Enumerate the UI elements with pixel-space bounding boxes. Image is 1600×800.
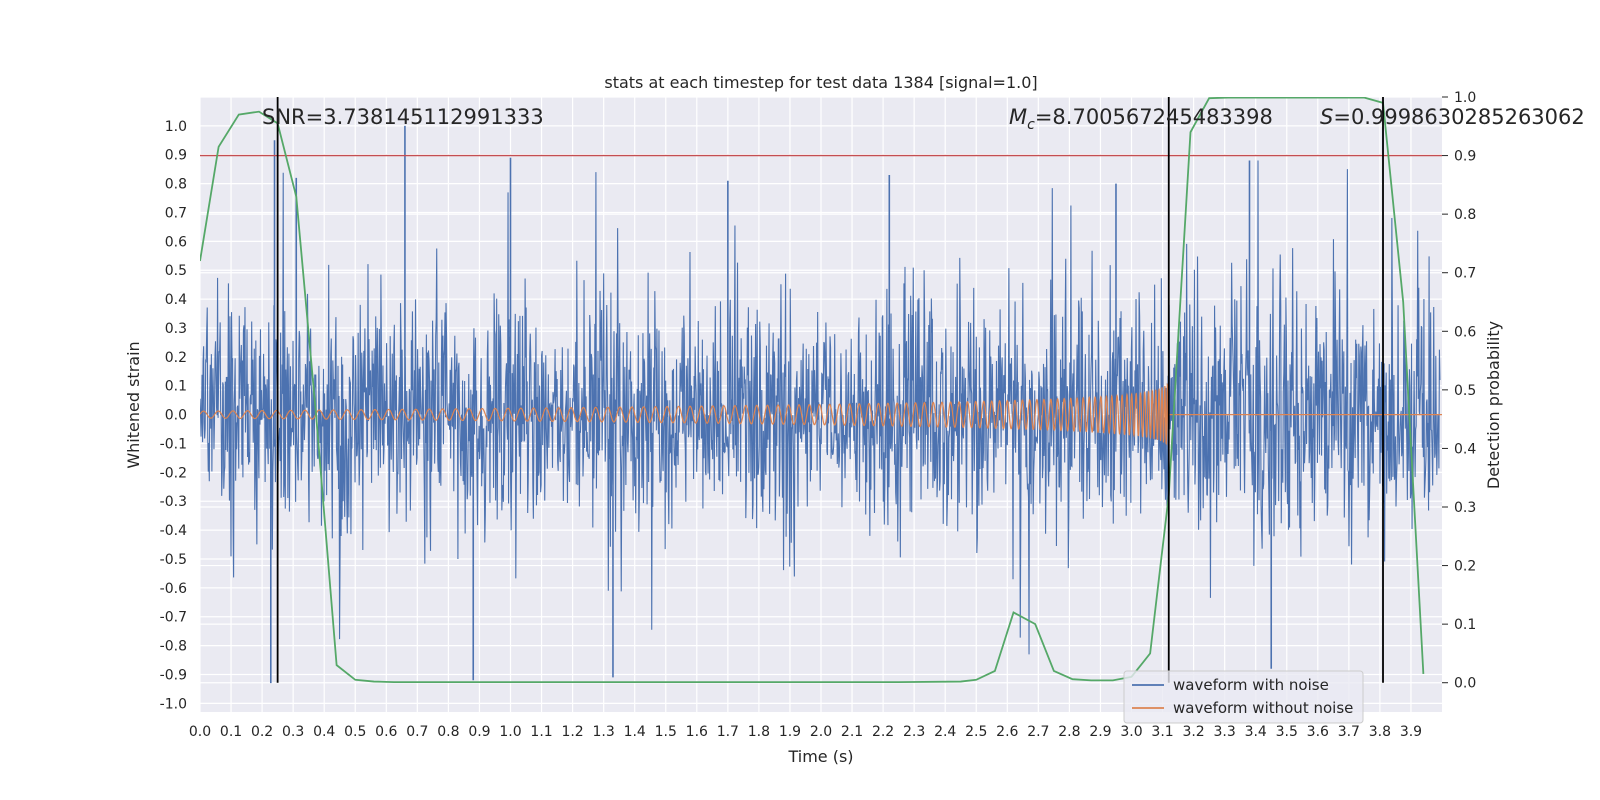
y-axis-label: Whitened strain xyxy=(124,341,143,468)
y2-tick-label: 0.3 xyxy=(1454,500,1476,516)
x-tick-label: 3.9 xyxy=(1400,724,1422,740)
x-tick-label: 1.1 xyxy=(530,724,552,740)
x-tick-label: 2.9 xyxy=(1089,724,1111,740)
x-tick-label: 0.0 xyxy=(189,724,211,740)
x-tick-label: 0.7 xyxy=(406,724,428,740)
x-tick-label: 3.0 xyxy=(1120,724,1142,740)
x-tick-label: 2.8 xyxy=(1058,724,1080,740)
x-tick-label: 1.8 xyxy=(748,724,770,740)
y-tick-label: -0.4 xyxy=(160,523,187,539)
y-tick-label: -0.8 xyxy=(160,639,187,655)
plot-area xyxy=(200,97,1442,684)
x-tick-label: 0.8 xyxy=(437,724,459,740)
x-tick-label: 0.1 xyxy=(220,724,242,740)
y-tick-label: 0.8 xyxy=(165,177,187,193)
x-tick-label: 1.4 xyxy=(624,724,646,740)
y-tick-label: -0.5 xyxy=(160,552,187,568)
mc-subscript: c xyxy=(1027,117,1035,133)
y2-tick-label: 0.0 xyxy=(1454,676,1476,692)
x-tick-label: 1.2 xyxy=(561,724,583,740)
legend-label-noise: waveform with noise xyxy=(1173,676,1329,694)
y2-tick-label: 0.1 xyxy=(1454,617,1476,633)
y-tick-label: 0.1 xyxy=(165,379,187,395)
y2-ticks: 1.0 0.9 0.8 0.7 0.6 0.5 0.4 0.3 0.2 0.1 0.0 xyxy=(1442,90,1476,692)
legend-box xyxy=(1123,670,1364,724)
x-tick-label: 1.6 xyxy=(686,724,708,740)
snr-annotation: SNR=3.738145112991333 xyxy=(262,105,544,129)
y-tick-label: -0.6 xyxy=(160,581,187,597)
x-tick-label: 2.0 xyxy=(810,724,832,740)
x-tick-label: 0.2 xyxy=(251,724,273,740)
x-tick-label: 3.5 xyxy=(1276,724,1298,740)
x-tick-label: 1.7 xyxy=(717,724,739,740)
y-ticks: 1.0 0.9 0.8 0.7 0.6 0.5 0.4 0.3 0.2 0.1 0.0 -0.1 -0.… xyxy=(160,119,187,712)
y-tick-label: 0.2 xyxy=(165,350,187,366)
y-tick-label: 0.6 xyxy=(165,234,187,250)
x-tick-label: 3.3 xyxy=(1214,724,1236,740)
mc-annotation: Mc=8.700567245483398 xyxy=(1009,105,1273,133)
series-waveform-without-noise xyxy=(200,382,1442,447)
x-tick-label: 3.4 xyxy=(1245,724,1267,740)
y2-tick-label: 0.9 xyxy=(1454,149,1476,165)
y-tick-label: 0.9 xyxy=(165,148,187,164)
x-tick-label: 3.8 xyxy=(1369,724,1391,740)
y-tick-label: -0.9 xyxy=(160,667,187,683)
x-ticks: 0.0 0.1 0.2 0.3 0.4 0.5 0.6 0.7 0.8 0.9 1.0 1.1 1.2 1… xyxy=(189,724,1422,740)
s-value: =0.9998630285263062 xyxy=(1333,105,1584,129)
legend: waveform with noise waveform without noi… xyxy=(1123,670,1364,724)
s-annotation: S=0.9998630285263062 xyxy=(1320,105,1585,129)
y-tick-label: -0.7 xyxy=(160,610,187,626)
x-tick-label: 2.7 xyxy=(1027,724,1049,740)
x-tick-label: 0.5 xyxy=(344,724,366,740)
x-tick-label: 2.1 xyxy=(841,724,863,740)
x-tick-label: 2.5 xyxy=(965,724,987,740)
x-tick-label: 3.6 xyxy=(1307,724,1329,740)
x-tick-label: 3.1 xyxy=(1151,724,1173,740)
y-tick-label: -0.3 xyxy=(160,494,187,510)
x-tick-label: 3.2 xyxy=(1182,724,1204,740)
mc-value: =8.700567245483398 xyxy=(1035,105,1273,129)
y-tick-label: 1.0 xyxy=(165,119,187,135)
legend-label-clean: waveform without noise xyxy=(1173,699,1353,717)
x-tick-label: 0.4 xyxy=(313,724,335,740)
y2-tick-label: 0.8 xyxy=(1454,207,1476,223)
y2-tick-label: 0.7 xyxy=(1454,266,1476,282)
y-tick-label: -1.0 xyxy=(160,696,187,712)
mc-symbol: M xyxy=(1009,105,1027,129)
y2-tick-label: 0.6 xyxy=(1454,324,1476,340)
x-tick-label: 1.0 xyxy=(499,724,521,740)
y-tick-label: 0.7 xyxy=(165,205,187,221)
chart-title: stats at each timestep for test data 138… xyxy=(604,73,1037,92)
y-tick-label: 0.4 xyxy=(165,292,187,308)
y2-tick-label: 0.5 xyxy=(1454,383,1476,399)
x-tick-label: 2.2 xyxy=(872,724,894,740)
y2-tick-label: 0.2 xyxy=(1454,559,1476,575)
x-tick-label: 2.3 xyxy=(903,724,925,740)
x-tick-label: 0.6 xyxy=(375,724,397,740)
y-tick-label: 0.3 xyxy=(165,321,187,337)
y-tick-label: -0.2 xyxy=(160,465,187,481)
y-tick-label: -0.1 xyxy=(160,436,187,452)
y-tick-label: 0.0 xyxy=(165,408,187,424)
x-tick-label: 1.5 xyxy=(655,724,677,740)
y2-tick-label: 0.4 xyxy=(1454,441,1476,457)
x-tick-label: 2.6 xyxy=(996,724,1018,740)
x-tick-label: 0.9 xyxy=(468,724,490,740)
y2-tick-label: 1.0 xyxy=(1454,90,1476,106)
x-tick-label: 2.4 xyxy=(934,724,956,740)
x-tick-label: 3.7 xyxy=(1338,724,1360,740)
series-waveform-with-noise xyxy=(200,160,1441,655)
x-tick-label: 0.3 xyxy=(282,724,304,740)
y2-axis-label: Detection probability xyxy=(1484,321,1503,489)
x-tick-label: 1.3 xyxy=(593,724,615,740)
s-symbol: S xyxy=(1320,105,1333,129)
x-tick-label: 1.9 xyxy=(779,724,801,740)
series-detection-probability xyxy=(200,97,1425,684)
x-axis-label: Time (s) xyxy=(787,747,853,766)
y-tick-label: 0.5 xyxy=(165,263,187,279)
